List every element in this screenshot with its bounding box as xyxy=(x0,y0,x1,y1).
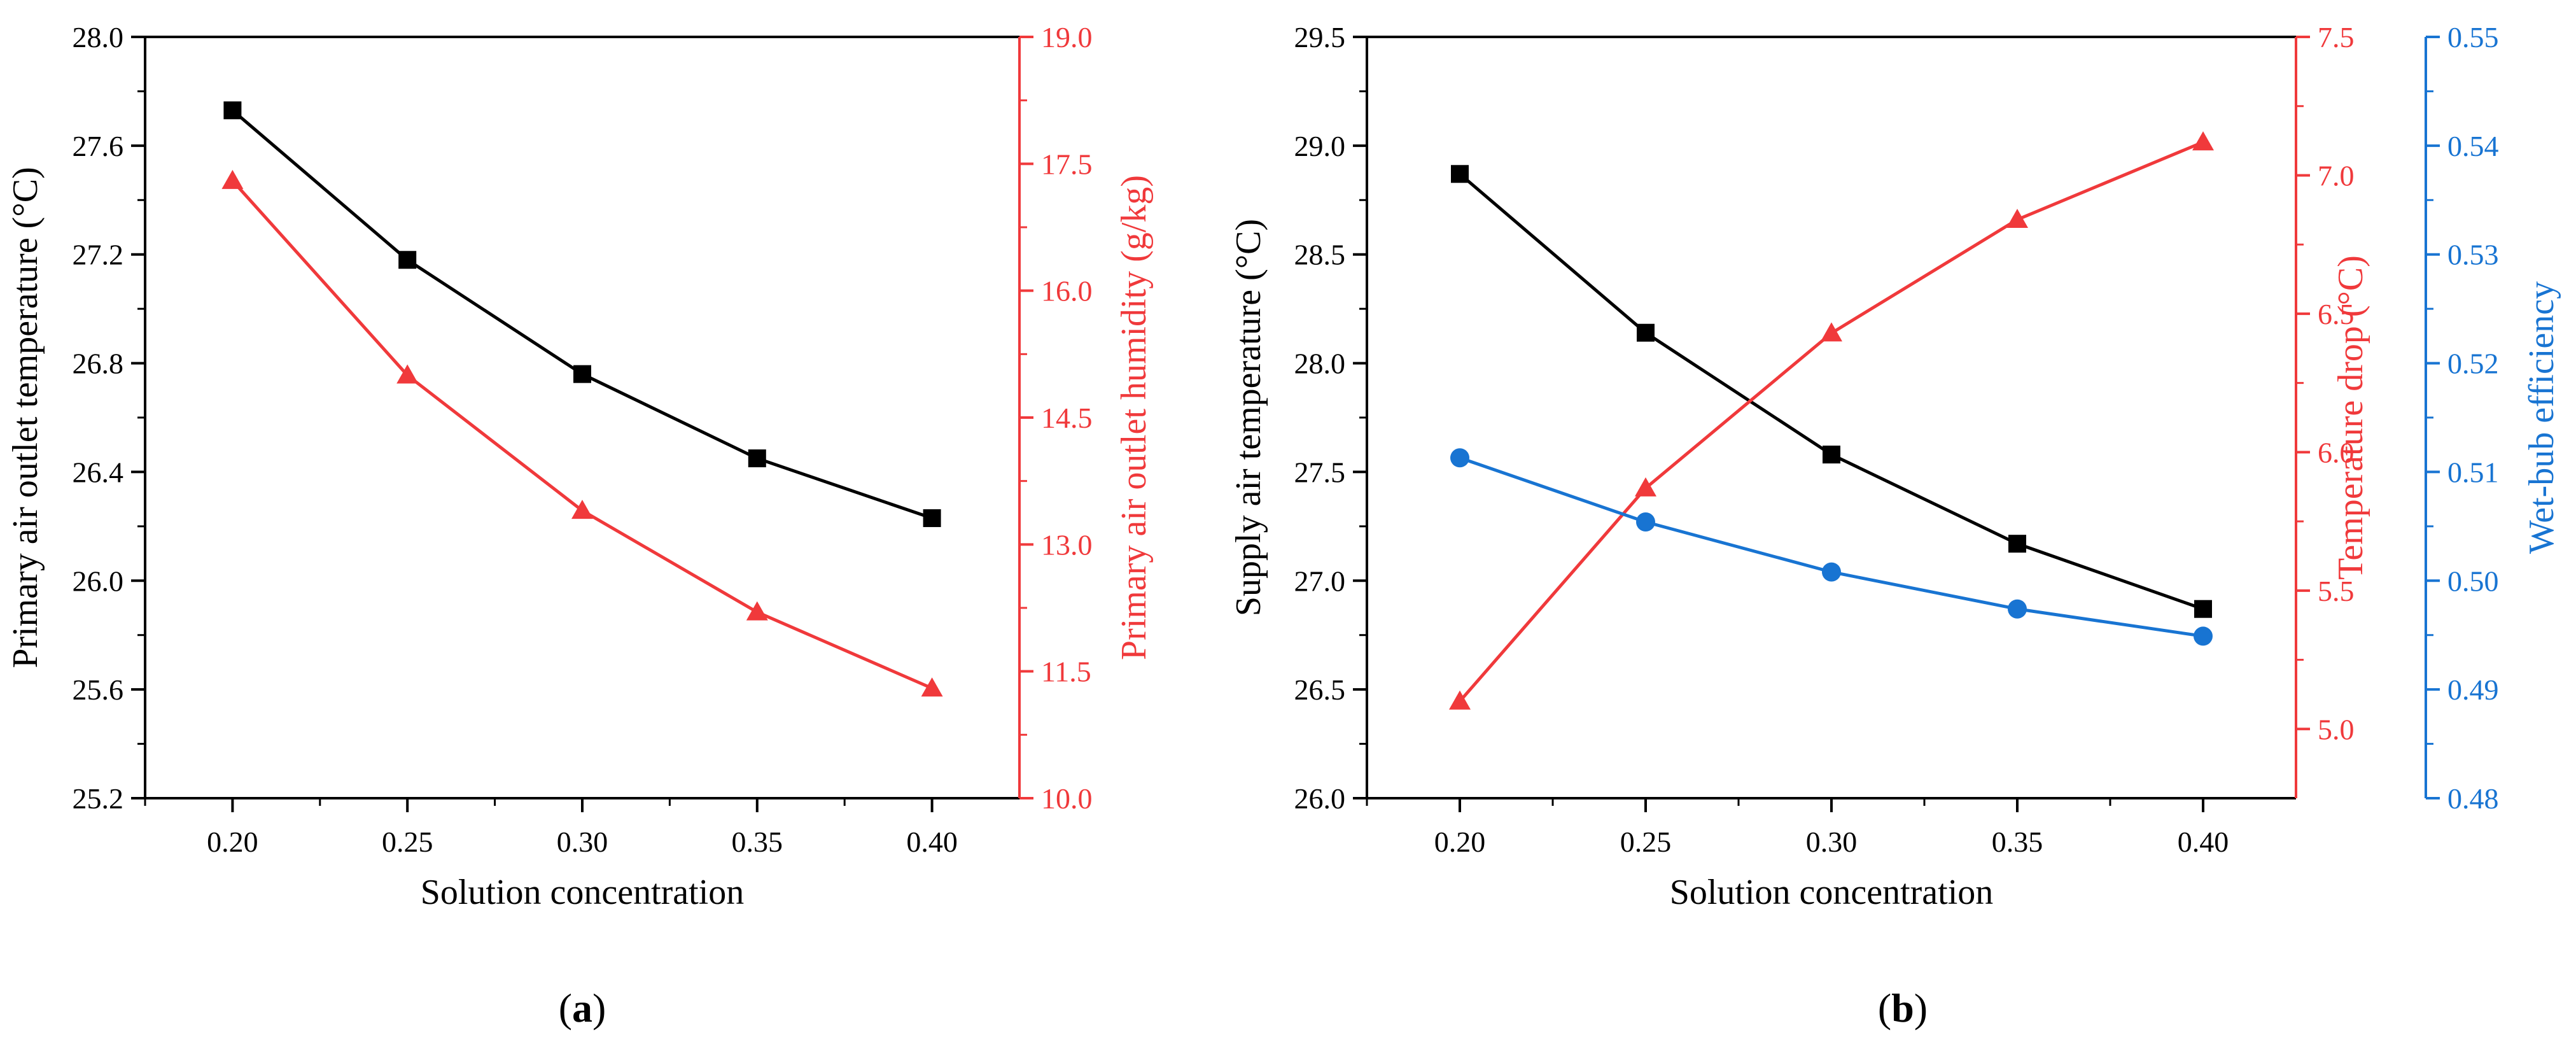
p2-right-y-tick-label: 5.5 xyxy=(2318,575,2355,607)
p1-x-tick-label: 0.20 xyxy=(207,826,258,858)
p1-series-primary-air-outlet-temperature-point xyxy=(398,251,417,269)
p1-series-primary-air-outlet-temperature-point xyxy=(748,449,766,468)
p1-right-y-tick-label: 10.0 xyxy=(1041,782,1093,815)
p2-series-supply-air-temperature-point xyxy=(1637,323,1655,342)
p1-right-y-tick-label: 16.0 xyxy=(1041,275,1093,307)
p1-left-y-tick-label: 27.2 xyxy=(73,239,124,271)
p2-left-y-tick-label: 29.5 xyxy=(1294,21,1346,53)
chart-panel-a: 0.20 0.25 0.30 0.35 0.40 Solution concentrati… xyxy=(6,21,1154,1031)
p1-x-tick-label: 0.35 xyxy=(732,826,783,858)
chart-panel-b: 0.20 0.25 0.30 0.35 0.40 Solution concentrati… xyxy=(1229,21,2561,1031)
p2-x-tick-label: 0.25 xyxy=(1620,826,1672,858)
p1-right-y-tick-label: 19.0 xyxy=(1041,21,1093,53)
p1-x-axis-title: Solution concentration xyxy=(421,873,745,912)
p1-series-primary-air-outlet-temperature-point xyxy=(573,365,591,383)
p2-right-y-tick-label: 6.5 xyxy=(2318,298,2355,330)
p2-outer-right-y-tick-label: 0.52 xyxy=(2447,348,2499,380)
p1-left-y-tick-label: 27.6 xyxy=(73,130,124,162)
p2-series-wet-bub-efficiency-point xyxy=(2194,626,2213,646)
p2-series-wet-bub-efficiency-point xyxy=(1822,562,1841,582)
p2-x-tick-label: 0.30 xyxy=(1806,826,1858,858)
p1-left-y-tick-label: 26.8 xyxy=(73,348,124,380)
p1-series-primary-air-outlet-humidity-point xyxy=(921,677,943,697)
p1-left-y-tick-label: 25.2 xyxy=(73,782,124,815)
p2-left-y-tick-label: 27.0 xyxy=(1294,565,1346,597)
p2-series-temperature-drop-point xyxy=(2192,131,2214,151)
p2-outer-right-y-tick-label: 0.53 xyxy=(2447,239,2499,271)
p1-series-primary-air-outlet-temperature-point xyxy=(223,101,242,120)
p2-right-y-tick-label: 7.5 xyxy=(2318,21,2355,53)
p2-right-y-tick-label: 5.0 xyxy=(2318,713,2355,745)
p1-left-y-tick-label: 25.6 xyxy=(73,673,124,706)
p2-panel-label: (b) xyxy=(1878,985,1928,1031)
p2-series-temperature-drop-point xyxy=(1821,322,1842,342)
p1-x-tick-label: 0.40 xyxy=(906,826,958,858)
p1-series-primary-air-outlet-humidity-point xyxy=(571,500,593,519)
p2-left-y-tick-label: 26.0 xyxy=(1294,782,1346,815)
p2-series-supply-air-temperature-point xyxy=(2194,600,2212,618)
p2-right-y-axis-title: Temperature drop (°C) xyxy=(2331,255,2370,580)
p2-x-tick-label: 0.35 xyxy=(1992,826,2043,858)
p2-series-supply-air-temperature-point xyxy=(2008,535,2026,553)
p2-series-wet-bub-efficiency-point xyxy=(1450,448,1469,468)
p1-series-primary-air-outlet-humidity-point xyxy=(746,601,768,621)
p2-left-y-tick-label: 26.5 xyxy=(1294,673,1346,706)
p2-left-y-axis-title: Supply air temperature (°C) xyxy=(1229,219,1268,616)
p1-series-primary-air-outlet-temperature-point xyxy=(923,509,941,528)
p1-left-y-axis-title: Primary air outlet temperature (°C) xyxy=(6,167,45,668)
p1-series-primary-air-outlet-humidity-point xyxy=(396,364,419,384)
p1-series-primary-air-outlet-humidity-point xyxy=(221,169,244,189)
p2-outer-right-y-tick-label: 0.54 xyxy=(2447,130,2499,162)
p2-x-tick-label: 0.40 xyxy=(2178,826,2229,858)
p2-left-y-tick-label: 27.5 xyxy=(1294,456,1346,488)
p1-left-y-tick-label: 26.4 xyxy=(73,456,124,488)
p2-series-temperature-drop-point xyxy=(1635,477,1656,496)
p1-right-y-tick-label: 17.5 xyxy=(1041,148,1093,180)
p2-left-y-tick-label: 29.0 xyxy=(1294,130,1346,162)
p1-right-y-tick-label: 11.5 xyxy=(1041,656,1091,688)
p2-outer-right-y-tick-label: 0.48 xyxy=(2447,782,2499,815)
p1-panel-label: (a) xyxy=(559,985,606,1031)
p2-series-temperature-drop-point xyxy=(1449,690,1471,710)
p1-right-y-axis-title: Primary air outlet humidity (g/kg) xyxy=(1114,175,1154,660)
p2-right-y-tick-label: 7.0 xyxy=(2318,159,2355,192)
p2-outer-right-y-tick-label: 0.49 xyxy=(2447,673,2499,706)
p2-x-tick-label: 0.20 xyxy=(1434,826,1486,858)
p1-right-y-tick-label: 14.5 xyxy=(1041,402,1093,434)
p1-right-y-tick-label: 13.0 xyxy=(1041,528,1093,561)
p2-series-wet-bub-efficiency-point xyxy=(1636,512,1655,532)
p2-left-y-tick-label: 28.5 xyxy=(1294,239,1346,271)
p2-series-supply-air-temperature-point xyxy=(1823,446,1840,464)
p2-series-supply-air-temperature-point xyxy=(1451,165,1469,183)
p2-outer-right-y-tick-label: 0.55 xyxy=(2447,21,2499,53)
p1-x-tick-label: 0.25 xyxy=(382,826,433,858)
p2-right-y-tick-label: 6.0 xyxy=(2318,436,2355,468)
p2-left-y-tick-label: 28.0 xyxy=(1294,348,1346,380)
p2-outer-right-y-tick-label: 0.51 xyxy=(2447,456,2499,488)
p1-left-y-tick-label: 26.0 xyxy=(73,565,124,597)
p2-outer-right-y-tick-label: 0.50 xyxy=(2447,565,2499,597)
p2-series-temperature-drop-point xyxy=(2006,209,2028,229)
p2-series-wet-bub-efficiency-point xyxy=(2008,599,2027,619)
p1-left-y-tick-label: 28.0 xyxy=(73,21,124,53)
p2-outer-right-y-axis-title: Wet-bub efficiency xyxy=(2522,281,2561,554)
p1-x-tick-label: 0.30 xyxy=(557,826,608,858)
p2-x-axis-title: Solution concentration xyxy=(1670,873,1994,912)
